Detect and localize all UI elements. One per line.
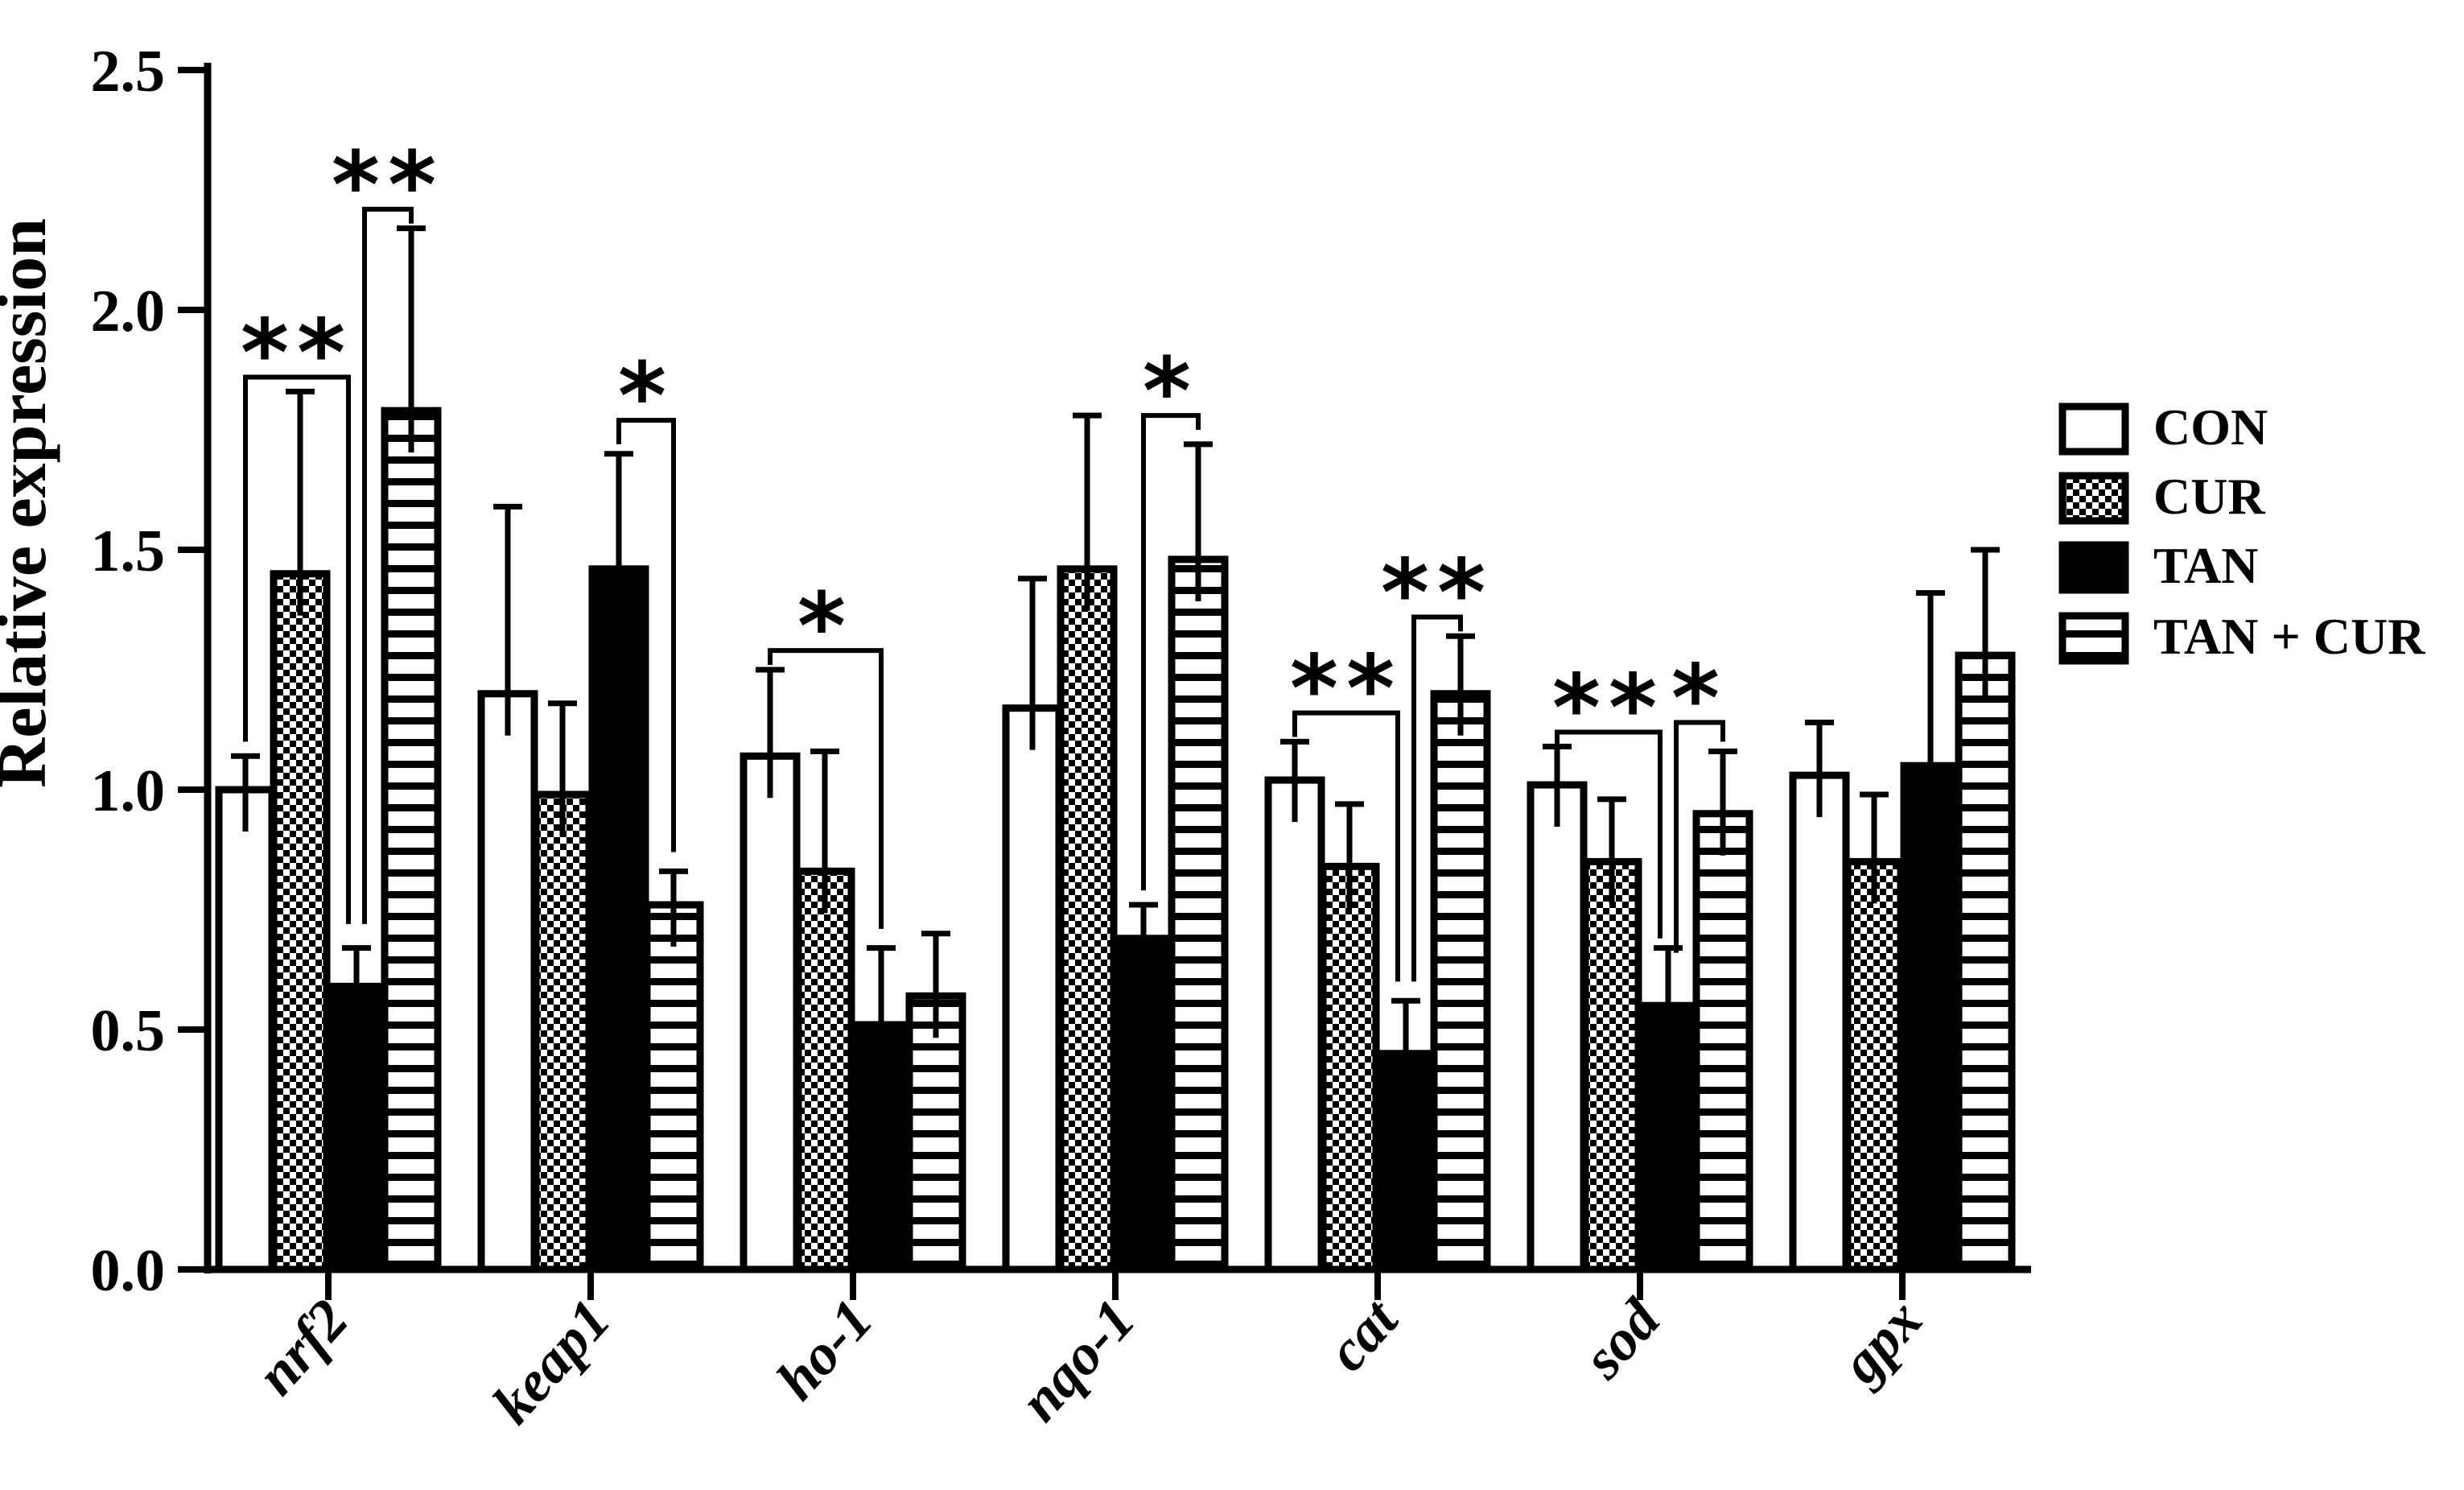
x-category-label-nqo-1: nqo-1 [1007,1287,1148,1433]
x-category-label-keap1: keap1 [480,1287,623,1435]
x-category-label-sod: sod [1570,1286,1673,1390]
bar-CUR-gpx [1844,857,1905,1273]
bar-TAN + CUR-keap1 [643,901,704,1273]
x-category-label-gpx: gpx [1827,1287,1935,1396]
sig-bracket-nrf2-0 [243,374,351,924]
sig-bracket-sod-7 [1555,729,1663,939]
bar-TAN + CUR-nqo-1 [1168,555,1229,1273]
bar-TAN-nrf2 [326,982,387,1273]
bar-CON-nrf2 [215,786,276,1273]
legend-swatch-CON [2058,402,2129,456]
y-tick-label-0.0: 0.0 [91,1238,166,1304]
y-tick-label-0.5: 0.5 [91,998,166,1064]
bar-CUR-keap1 [532,790,593,1273]
legend-item-CUR: CUR [2058,468,2265,525]
bar-CON-cat [1264,776,1325,1273]
legend-label-CON: CON [2153,398,2268,456]
bar-CUR-nqo-1 [1057,565,1118,1273]
y-tick-label-1.5: 1.5 [91,518,166,584]
sig-bracket-ho-1-3 [768,648,884,929]
legend-item-TAN: TAN [2058,537,2258,594]
y-tick-label-1.0: 1.0 [91,758,166,824]
sig-label-nqo-1-4: * [1143,338,1199,446]
legend-swatch-CUR [2058,472,2129,525]
bar-CON-ho-1 [740,752,801,1273]
sig-bracket-cat-6 [1411,614,1463,982]
bar-TAN-nqo-1 [1113,935,1174,1273]
sig-label-nrf2-1: ** [332,132,444,240]
legend-swatch-TAN + CUR [2058,612,2129,665]
legend-label-TAN + CUR: TAN + CUR [2153,608,2425,665]
sig-label-cat-6: ** [1381,539,1494,647]
y-tick-label-2.0: 2.0 [91,279,166,345]
sig-label-cat-5: ** [1290,636,1403,744]
y-tick-label-2.5: 2.5 [91,39,166,105]
bar-TAN + CUR-nrf2 [381,407,442,1273]
bar-CUR-sod [1581,857,1642,1273]
legend-item-TAN + CUR: TAN + CUR [2058,608,2425,665]
y-axis-title: Relative expression [0,218,60,788]
bar-CON-sod [1527,781,1588,1273]
x-category-label-nrf2: nrf2 [244,1287,361,1407]
bar-CUR-cat [1319,862,1380,1273]
legend: CON CUR TAN TAN + CUR [2058,398,2425,665]
sig-label-ho-1-3: * [797,573,854,681]
bars-group [215,225,2016,1273]
legend-swatch-TAN [2058,541,2129,594]
sig-label-nrf2-0: ** [241,299,353,407]
sig-bracket-keap1-2 [616,418,676,852]
x-category-label-cat: cat [1315,1286,1411,1383]
sig-label-keap1-2: * [618,343,674,451]
bar-TAN + CUR-gpx [1955,651,2016,1273]
sig-label-sod-7: ** [1552,654,1665,762]
x-category-label-ho-1: ho-1 [764,1287,884,1412]
bar-TAN-gpx [1900,762,1961,1273]
sig-bracket-cat-5 [1292,710,1400,982]
bar-CON-keap1 [477,690,538,1273]
bar-CUR-nrf2 [270,570,331,1273]
legend-label-TAN: TAN [2153,537,2258,594]
bar-TAN + CUR-cat [1430,690,1491,1273]
legend-label-CUR: CUR [2153,468,2265,525]
significance-group: ************* * [241,132,1728,982]
bar-CON-nqo-1 [1002,704,1063,1273]
bar-CON-gpx [1789,771,1850,1273]
sig-bracket-sod-8 [1674,720,1725,953]
sig-bracket-nqo-1-4 [1141,413,1201,891]
legend-item-CON: CON [2058,398,2268,456]
bar-TAN + CUR-sod [1692,810,1753,1273]
bar-CUR-ho-1 [794,867,855,1273]
sig-bracket-nrf2-1 [362,206,414,924]
sig-label-sod-8: * [1671,646,1728,753]
bar-TAN-keap1 [588,565,649,1273]
